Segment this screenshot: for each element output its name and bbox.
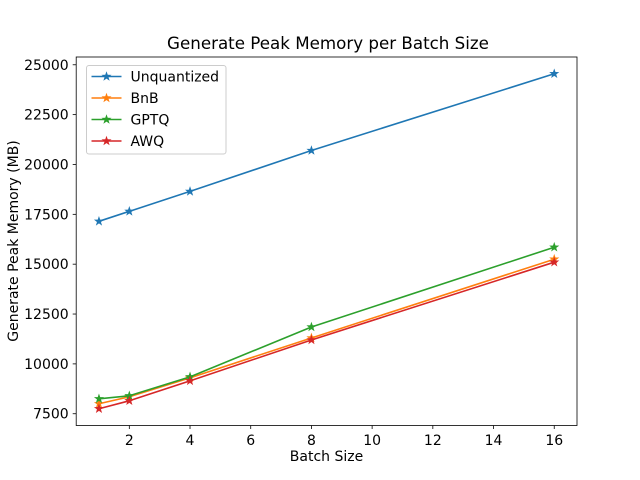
series-gptq: [93, 241, 560, 404]
data-point-marker: [93, 393, 104, 404]
x-tick-label: 16: [545, 433, 563, 449]
data-point-marker: [549, 68, 560, 79]
legend-marker-icon: [101, 135, 112, 146]
legend-box: [86, 65, 227, 155]
legend: Unquantized BnB GPTQ AWQ: [86, 65, 227, 155]
legend-marker-icon: [101, 92, 112, 103]
axes-ticks: 2 4 6 8 10 12 14 16 7500 10000 12500 15000 17500 2000…: [24, 58, 563, 449]
legend-entry-gptq: GPTQ: [91, 113, 170, 129]
x-tick-label: 4: [186, 433, 195, 449]
y-tick-label: 20000: [24, 157, 69, 173]
x-axis-label: Batch Size: [290, 449, 363, 465]
legend-label: Unquantized: [131, 70, 220, 86]
data-point-marker: [124, 390, 135, 401]
y-tick-label: 17500: [24, 207, 69, 223]
legend-label: AWQ: [131, 134, 165, 150]
data-point-marker: [93, 216, 104, 226]
x-tick-label: 14: [485, 433, 503, 449]
x-tick-label: 6: [246, 433, 255, 449]
legend-entry-unquantized: Unquantized: [91, 70, 220, 86]
data-point-marker: [93, 398, 104, 409]
series-line: [98, 246, 556, 400]
legend-label: GPTQ: [131, 113, 170, 129]
data-point-marker: [184, 375, 196, 386]
x-tick-label: 12: [424, 433, 442, 449]
y-axis-label: Generate Peak Memory (MB): [6, 140, 22, 342]
series-line: [98, 258, 556, 405]
y-tick-label: 7500: [33, 407, 69, 423]
y-tick-label: 25000: [24, 58, 69, 74]
data-point-marker: [306, 145, 317, 155]
y-tick-label: 22500: [24, 108, 69, 124]
legend-marker-icon: [101, 71, 112, 81]
legend-label: BnB: [131, 91, 159, 107]
y-tick-label: 10000: [24, 357, 69, 373]
data-point-marker: [306, 334, 317, 345]
data-point-marker: [124, 206, 135, 216]
plot-area: [93, 68, 560, 414]
data-point-marker: [184, 186, 196, 196]
data-point-marker: [93, 403, 104, 414]
series-awq: [93, 256, 560, 414]
x-tick-label: 2: [125, 433, 134, 449]
chart-title: Generate Peak Memory per Batch Size: [167, 33, 489, 53]
data-point-marker: [306, 321, 317, 332]
series-unquantized: [93, 68, 560, 226]
legend-entry-bnb: BnB: [91, 91, 159, 107]
data-point-marker: [124, 395, 135, 406]
y-tick-label: 15000: [24, 257, 69, 273]
plot-border: [75, 56, 578, 426]
y-tick-label: 12500: [24, 307, 69, 323]
x-tick-label: 8: [307, 433, 316, 449]
legend-marker-icon: [101, 114, 112, 124]
data-point-marker: [549, 241, 560, 252]
x-tick-label: 10: [363, 433, 381, 449]
data-point-marker: [549, 256, 560, 267]
legend-entry-awq: AWQ: [91, 134, 165, 150]
series-line: [98, 261, 556, 410]
